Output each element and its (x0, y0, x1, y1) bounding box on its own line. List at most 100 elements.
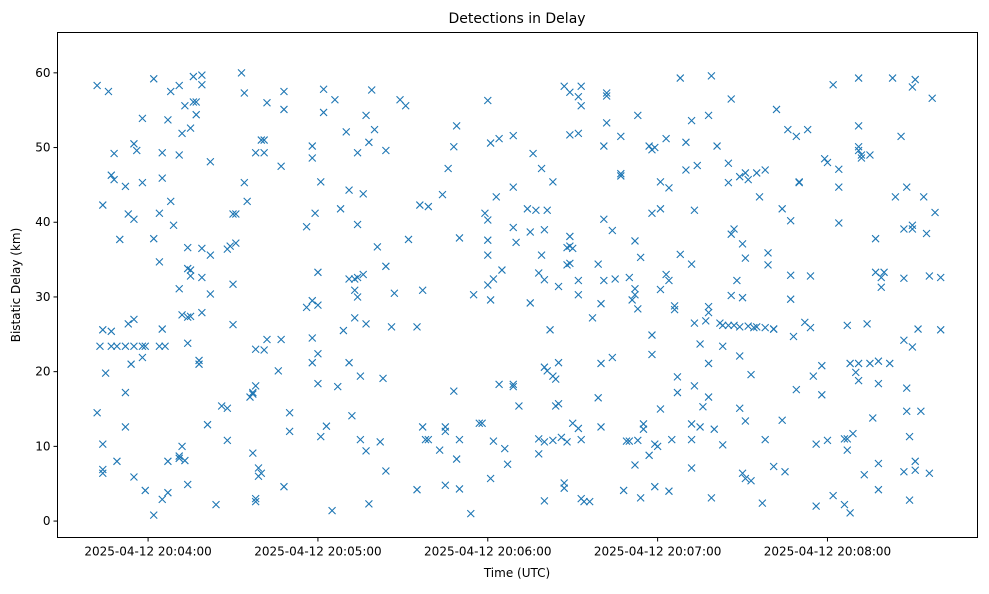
data-point-x-marker (812, 440, 821, 449)
data-point-x-marker (854, 121, 863, 130)
data-point-x-marker (138, 114, 147, 123)
data-point-x-marker (441, 427, 450, 436)
data-point-x-marker (348, 411, 356, 420)
data-point-x-marker (648, 331, 656, 339)
data-point-x-marker (512, 238, 520, 247)
data-point-x-marker (186, 124, 195, 133)
data-point-x-marker (665, 183, 673, 192)
data-point-x-marker (741, 254, 750, 262)
data-point-x-marker (874, 357, 883, 366)
data-point-x-marker (602, 119, 611, 127)
data-point-x-marker (381, 262, 390, 271)
data-point-x-marker (718, 342, 727, 351)
data-point-x-marker (594, 393, 603, 402)
data-point-x-marker (846, 359, 855, 368)
data-point-x-marker (769, 462, 778, 471)
data-point-x-marker (752, 322, 761, 331)
data-point-x-marker (96, 342, 104, 351)
data-point-x-marker (908, 221, 917, 230)
data-point-x-marker (175, 81, 184, 90)
data-point-x-marker (551, 375, 560, 384)
data-point-x-marker (381, 146, 390, 155)
data-point-x-marker (206, 251, 215, 260)
data-point-x-marker (158, 325, 167, 333)
data-point-x-marker (424, 202, 433, 211)
data-point-x-marker (483, 216, 492, 224)
data-point-x-marker (254, 464, 263, 472)
data-point-x-marker (866, 359, 874, 368)
data-point-x-marker (509, 183, 518, 192)
data-point-x-marker (565, 259, 574, 268)
data-point-x-marker (548, 436, 557, 445)
x-tick-label: 2025-04-12 20:04:00 (84, 545, 211, 559)
data-point-x-marker (730, 225, 738, 233)
data-point-x-marker (905, 432, 914, 441)
data-point-x-marker (636, 494, 645, 502)
data-point-x-marker (197, 244, 206, 253)
data-point-x-marker (854, 74, 863, 82)
data-point-x-marker (817, 390, 826, 399)
data-point-x-marker (186, 272, 195, 280)
data-point-x-marker (302, 222, 311, 231)
data-point-x-marker (449, 142, 458, 151)
data-point-x-marker (724, 321, 733, 330)
data-point-x-marker (616, 172, 625, 180)
data-point-x-marker (565, 130, 574, 139)
data-point-x-marker (786, 216, 795, 225)
data-point-x-marker (704, 393, 713, 401)
data-point-x-marker (670, 305, 679, 314)
data-point-x-marker (741, 417, 750, 425)
data-point-x-marker (849, 429, 857, 438)
data-point-x-marker (738, 240, 747, 248)
data-point-x-marker (900, 274, 908, 283)
data-point-x-marker (633, 436, 642, 445)
data-point-x-marker (257, 136, 266, 144)
data-point-x-marker (107, 342, 116, 351)
data-point-x-marker (673, 388, 682, 397)
data-point-x-marker (622, 437, 631, 446)
data-point-x-marker (489, 437, 498, 446)
data-point-x-marker (888, 74, 897, 82)
data-point-x-marker (696, 423, 704, 431)
data-point-x-marker (667, 435, 676, 444)
data-point-x-marker (851, 368, 860, 377)
data-point-x-marker (149, 74, 158, 83)
data-point-x-marker (110, 149, 119, 158)
data-point-x-marker (631, 461, 639, 469)
data-point-x-marker (574, 129, 583, 138)
data-point-x-marker (302, 303, 311, 312)
data-point-x-marker (138, 353, 147, 362)
data-point-x-marker (778, 204, 787, 213)
y-tick-label: 60 (35, 66, 50, 80)
data-point-x-marker (840, 500, 849, 509)
plot-area-frame (57, 32, 978, 538)
data-point-x-marker (599, 276, 608, 285)
data-point-x-marker (370, 125, 379, 134)
data-point-x-marker (900, 336, 908, 345)
data-point-x-marker (359, 270, 368, 279)
data-point-x-marker (483, 251, 492, 260)
data-point-x-marker (452, 121, 461, 130)
data-point-x-marker (149, 234, 158, 243)
data-point-x-marker (687, 464, 696, 472)
data-point-x-marker (761, 166, 770, 174)
data-point-x-marker (178, 129, 186, 138)
data-point-x-marker (280, 482, 288, 491)
data-point-x-marker (130, 215, 138, 224)
data-point-x-marker (438, 190, 447, 199)
data-point-x-marker (418, 286, 427, 295)
data-point-x-marker (455, 435, 464, 444)
data-point-x-marker (735, 404, 744, 413)
data-point-x-marker (540, 275, 549, 284)
data-point-x-marker (316, 432, 325, 441)
x-axis-label: Time (UTC) (483, 566, 550, 580)
data-point-x-marker (115, 235, 124, 244)
data-point-x-marker (554, 399, 563, 408)
data-point-x-marker (381, 467, 390, 475)
data-point-x-marker (792, 132, 801, 141)
data-point-x-marker (498, 266, 506, 274)
data-point-x-marker (707, 494, 716, 502)
data-point-x-marker (625, 273, 634, 282)
data-point-x-marker (727, 291, 736, 300)
